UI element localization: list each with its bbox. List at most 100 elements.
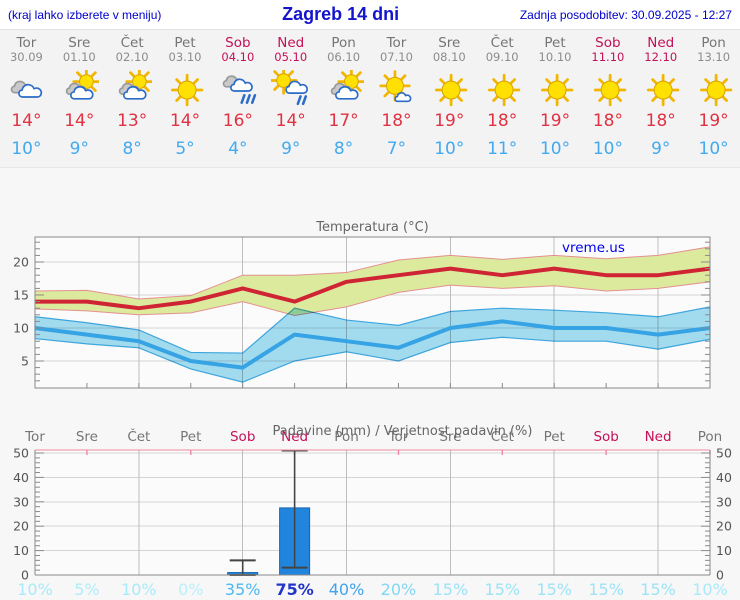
day-date: 12.10 bbox=[644, 50, 678, 64]
day-date: 11.10 bbox=[591, 50, 625, 64]
day-column-13.10[interactable]: Pon 13.10 19° 10° bbox=[687, 30, 740, 167]
day-column-30.09[interactable]: Tor 30.09 14° 10° bbox=[0, 30, 53, 167]
day-name: Sre bbox=[438, 35, 461, 51]
precip-day-label: Tor bbox=[388, 429, 409, 445]
min-temperature: 4° bbox=[228, 139, 248, 159]
sunny-icon bbox=[646, 73, 679, 107]
day-date: 04.10 bbox=[221, 50, 255, 64]
precip-y-tick-label-right: 30 bbox=[716, 494, 732, 509]
page-header: (kraj lahko izberete v meniju) Zagreb 14… bbox=[0, 0, 740, 29]
day-column-07.10[interactable]: Tor 07.10 18° 7° bbox=[370, 30, 423, 167]
day-column-10.10[interactable]: Pet 10.10 19° 10° bbox=[529, 30, 582, 167]
temp-y-tick-label: 5 bbox=[21, 354, 29, 369]
precip-y-tick-label-left: 20 bbox=[13, 519, 29, 534]
day-date: 07.10 bbox=[379, 50, 413, 64]
max-temperature: 19° bbox=[434, 111, 465, 131]
day-name: Čet bbox=[120, 35, 144, 51]
day-name: Sob bbox=[225, 35, 251, 51]
rain-icon bbox=[222, 75, 257, 104]
max-temperature: 19° bbox=[539, 111, 571, 131]
day-column-11.10[interactable]: Sob 11.10 18° 10° bbox=[581, 30, 634, 167]
sunny-icon bbox=[593, 73, 627, 107]
precip-day-label: Čet bbox=[491, 427, 514, 445]
max-temperature: 16° bbox=[222, 111, 253, 131]
precip-probability-label: 10% bbox=[692, 580, 728, 599]
precip-probability-label: 15% bbox=[640, 580, 676, 599]
min-temperature: 11° bbox=[487, 139, 518, 159]
sunny-icon bbox=[435, 73, 468, 107]
day-date: 09.10 bbox=[485, 50, 519, 64]
precip-day-label: Čet bbox=[127, 427, 150, 445]
min-temp-line bbox=[34, 319, 711, 370]
precip-probability-label: 75% bbox=[275, 580, 313, 599]
sunny-icon bbox=[699, 73, 732, 107]
max-temperature: 14° bbox=[64, 111, 95, 131]
day-name: Ned bbox=[647, 35, 675, 51]
min-temperature: 10° bbox=[539, 139, 571, 159]
precip-y-tick-label-right: 0 bbox=[716, 568, 724, 583]
precip-day-label: Pon bbox=[698, 429, 722, 445]
day-date: 01.10 bbox=[62, 50, 96, 64]
precip-y-tick-label-left: 40 bbox=[13, 470, 29, 485]
day-name: Ned bbox=[277, 35, 305, 51]
precip-day-label: Pon bbox=[334, 429, 358, 445]
day-name: Tor bbox=[16, 35, 37, 51]
day-column-08.10[interactable]: Sre 08.10 19° 10° bbox=[423, 30, 476, 167]
precip-day-label: Pet bbox=[180, 429, 201, 445]
day-column-05.10[interactable]: Ned 05.10 14° 9° bbox=[264, 30, 317, 167]
day-column-06.10[interactable]: Pon 06.10 17° 8° bbox=[317, 30, 370, 167]
min-temperature: 10° bbox=[434, 139, 465, 159]
day-date: 30.09 bbox=[9, 50, 43, 64]
day-date: 05.10 bbox=[274, 50, 308, 64]
min-temperature: 9° bbox=[281, 139, 301, 159]
day-date: 02.10 bbox=[115, 50, 149, 64]
precip-probability-label: 40% bbox=[329, 580, 365, 599]
day-column-02.10[interactable]: Čet 02.10 13° 8° bbox=[106, 30, 159, 167]
partly-cloudy-icon bbox=[330, 70, 364, 100]
max-temp-line bbox=[35, 266, 711, 311]
cloudy-icon bbox=[11, 80, 43, 98]
day-name: Sre bbox=[68, 35, 91, 51]
page-title: Zagreb 14 dni bbox=[282, 4, 400, 24]
precip-y-tick-label-right: 20 bbox=[716, 519, 732, 534]
day-column-01.10[interactable]: Sre 01.10 14° 9° bbox=[53, 30, 106, 167]
day-date: 06.10 bbox=[327, 50, 361, 64]
watermark-link[interactable]: vreme.us bbox=[562, 240, 625, 256]
precip-probability-label: 15% bbox=[485, 580, 521, 599]
day-column-12.10[interactable]: Ned 12.10 18° 9° bbox=[634, 30, 687, 167]
precip-y-tick-label-left: 10 bbox=[13, 543, 29, 558]
day-name: Pon bbox=[701, 35, 726, 51]
max-temperature: 19° bbox=[698, 111, 729, 131]
sunny-icon bbox=[488, 73, 521, 107]
max-temperature: 13° bbox=[117, 111, 148, 131]
max-temperature: 18° bbox=[645, 111, 676, 131]
precipitation-chart: Tor Sre Čet Pet Sob Ned Pon Tor Sre Čet Pet Sob Ned P… bbox=[13, 425, 732, 599]
temperature-chart-title: Temperatura (°C) bbox=[315, 220, 428, 235]
mostly-sunny-icon bbox=[379, 70, 412, 103]
min-temperature: 10° bbox=[698, 139, 729, 159]
day-name: Pet bbox=[174, 35, 196, 51]
min-temperature: 7° bbox=[386, 139, 407, 159]
temperature-chart: 5 10 15 20 Temperatura (°C) vreme.us bbox=[13, 220, 711, 389]
precip-y-tick-label-right: 50 bbox=[716, 446, 732, 461]
min-temperature: 9° bbox=[651, 139, 671, 159]
day-date: 08.10 bbox=[432, 50, 466, 64]
day-column-03.10[interactable]: Pet 03.10 14° 5° bbox=[159, 30, 212, 167]
max-temperature: 14° bbox=[11, 111, 42, 131]
precip-day-label: Ned bbox=[281, 429, 308, 445]
precip-day-label: Sre bbox=[439, 429, 461, 445]
precip-y-tick-label-left: 0 bbox=[21, 568, 29, 583]
max-temperature: 14° bbox=[275, 111, 306, 131]
day-name: Sob bbox=[595, 35, 621, 51]
precip-probability-label: 0% bbox=[178, 580, 203, 599]
min-temperature: 10° bbox=[11, 139, 42, 159]
day-column-04.10[interactable]: Sob 04.10 16° 4° bbox=[211, 30, 264, 167]
day-column-09.10[interactable]: Čet 09.10 18° 11° bbox=[476, 30, 529, 167]
menu-hint: (kraj lahko izberete v meniju) bbox=[8, 7, 162, 22]
forecast-day-strip: Tor 30.09 14° 10° Sre 01.10 14° 9° Čet 02.10 13° 8°… bbox=[0, 29, 740, 168]
temp-y-tick-label: 15 bbox=[13, 288, 29, 303]
day-name: Pon bbox=[331, 35, 356, 51]
precip-y-tick-label-left: 30 bbox=[13, 494, 29, 509]
max-temperature: 18° bbox=[592, 111, 623, 131]
